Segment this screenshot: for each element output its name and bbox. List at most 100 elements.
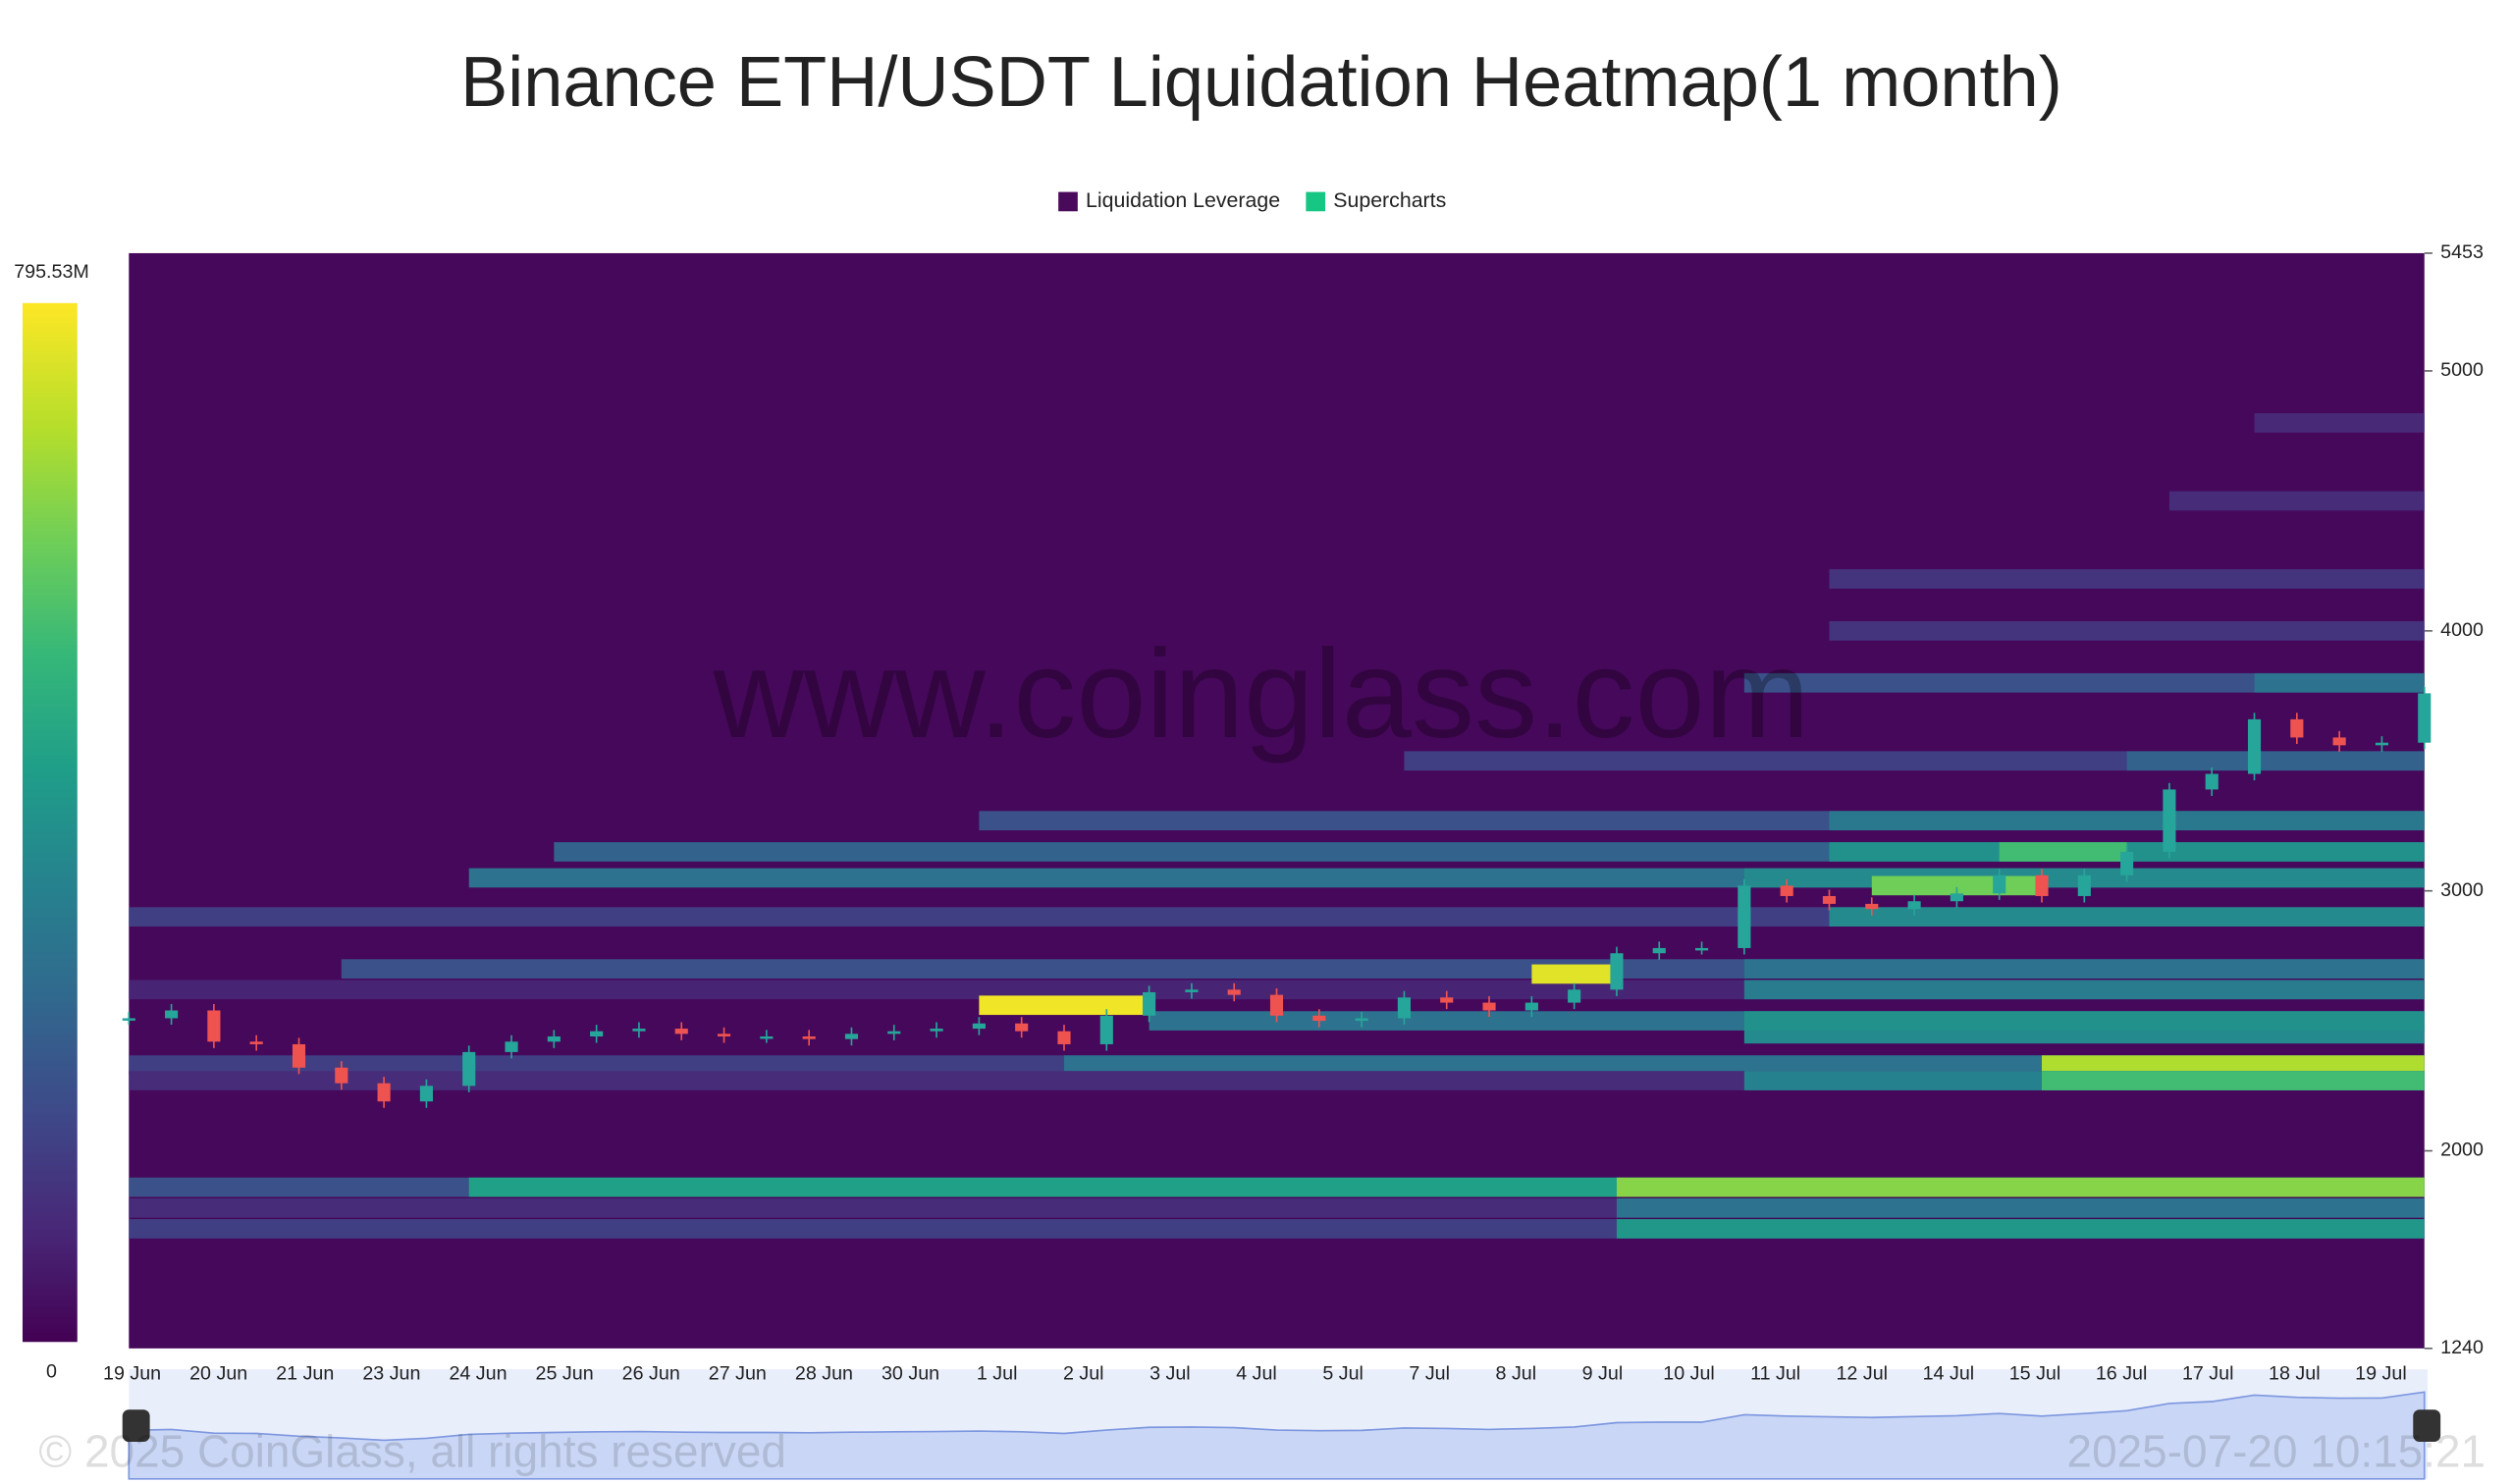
heat-band (2042, 1055, 2425, 1075)
candle (1099, 1015, 1113, 1044)
heat-band (1616, 1219, 2425, 1239)
candle (930, 1029, 943, 1032)
x-tick-label: 10 Jul (1663, 1362, 1715, 1384)
heat-band (2254, 413, 2425, 433)
candle (2077, 874, 2091, 896)
colorbar-max: 795.53M (14, 261, 89, 283)
x-tick-label: 26 Jun (622, 1362, 680, 1384)
candle (2205, 773, 2219, 790)
candle (844, 1034, 859, 1039)
candle (1907, 901, 1921, 910)
candle (1355, 1018, 1368, 1022)
candle (2120, 851, 2134, 875)
candle (1694, 947, 1709, 951)
candle (1610, 953, 1624, 990)
x-tick-label: 30 Jun (882, 1362, 939, 1384)
copyright: © 2025 CoinGlass, all rights reserved (38, 1425, 786, 1476)
candle (1524, 1002, 1538, 1011)
x-tick-label: 2 Jul (1063, 1362, 1104, 1384)
y-tick-label: 1240 (2440, 1337, 2484, 1358)
candle (292, 1043, 306, 1068)
heat-band (1743, 980, 2425, 1000)
x-tick-label: 21 Jun (276, 1362, 334, 1384)
legend-swatch (1306, 191, 1326, 212)
candle (1950, 893, 1963, 902)
candle (887, 1031, 901, 1034)
navigator-handle[interactable] (122, 1409, 150, 1443)
candle (2418, 693, 2432, 743)
x-tick-label: 19 Jul (2355, 1362, 2407, 1384)
candle (802, 1036, 816, 1039)
y-tick-label: 2000 (2440, 1140, 2484, 1161)
candle (1568, 989, 1581, 1003)
candle (632, 1029, 646, 1032)
x-tick-label: 1 Jul (977, 1362, 1018, 1384)
x-tick-label: 19 Jun (103, 1362, 161, 1384)
candle (1269, 994, 1284, 1016)
candle (717, 1034, 731, 1037)
x-tick-label: 14 Jul (1923, 1362, 1975, 1384)
x-tick-label: 28 Jun (795, 1362, 853, 1384)
colorbar-min: 0 (46, 1361, 57, 1383)
candles (122, 686, 2432, 1108)
candle (1227, 989, 1241, 995)
x-tick-label: 23 Jun (362, 1362, 420, 1384)
x-tick-label: 7 Jul (1409, 1362, 1450, 1384)
x-tick-label: 18 Jul (2269, 1362, 2321, 1384)
watermark: www.coinglass.com (713, 624, 1810, 765)
x-tick-label: 17 Jul (2182, 1362, 2234, 1384)
candle (1015, 1023, 1029, 1032)
candle (1312, 1015, 1326, 1022)
candle (2332, 737, 2346, 746)
x-tick-label: 24 Jun (449, 1362, 507, 1384)
legend-swatch (1058, 191, 1078, 212)
colorbar (22, 302, 78, 1343)
x-tick-label: 3 Jul (1150, 1362, 1191, 1384)
candle (1185, 989, 1199, 992)
candle (674, 1029, 688, 1034)
heat-band (2042, 1071, 2425, 1090)
x-tick-label: 15 Jul (2009, 1362, 2061, 1384)
candle (377, 1083, 391, 1102)
y-tick-label: 5453 (2440, 241, 2484, 263)
x-tick-label: 16 Jul (2096, 1362, 2148, 1384)
candle (2163, 789, 2176, 852)
candle (1482, 1002, 1496, 1011)
legend-label: Liquidation Leverage (1086, 188, 1280, 212)
candle (122, 1018, 135, 1021)
x-tick-label: 11 Jul (1750, 1362, 1800, 1384)
heat-band (1999, 842, 2127, 862)
candle (547, 1036, 561, 1042)
candle (165, 1010, 179, 1019)
y-tick-label: 5000 (2440, 359, 2484, 381)
candle (505, 1041, 518, 1052)
candle (1143, 991, 1156, 1016)
candle (1822, 895, 1837, 904)
heat-band (1829, 907, 2425, 928)
candle (2290, 718, 2304, 738)
x-tick-label: 4 Jul (1236, 1362, 1277, 1384)
heat-band (1616, 1177, 2425, 1197)
candle (1397, 997, 1411, 1019)
candle (2375, 742, 2389, 746)
heat-band (1743, 959, 2425, 979)
candle (1440, 997, 1454, 1003)
heat-band (1829, 620, 2425, 641)
heat-band (1829, 568, 2425, 589)
candle (1780, 885, 1793, 896)
heat-band (979, 995, 1150, 1016)
heat-band (2126, 751, 2425, 771)
candle (419, 1086, 433, 1102)
candle (1738, 885, 1751, 948)
x-tick-label: 8 Jul (1496, 1362, 1537, 1384)
timestamp: 2025-07-20 10:15:21 (2067, 1425, 2486, 1476)
candle (1652, 947, 1666, 954)
heat-band (1743, 1011, 2425, 1031)
candle (2247, 718, 2262, 774)
y-tick-label: 3000 (2440, 879, 2484, 901)
x-tick-label: 9 Jul (1582, 1362, 1624, 1384)
navigator-handle[interactable] (2413, 1409, 2441, 1443)
x-tick-label: 25 Jun (536, 1362, 594, 1384)
